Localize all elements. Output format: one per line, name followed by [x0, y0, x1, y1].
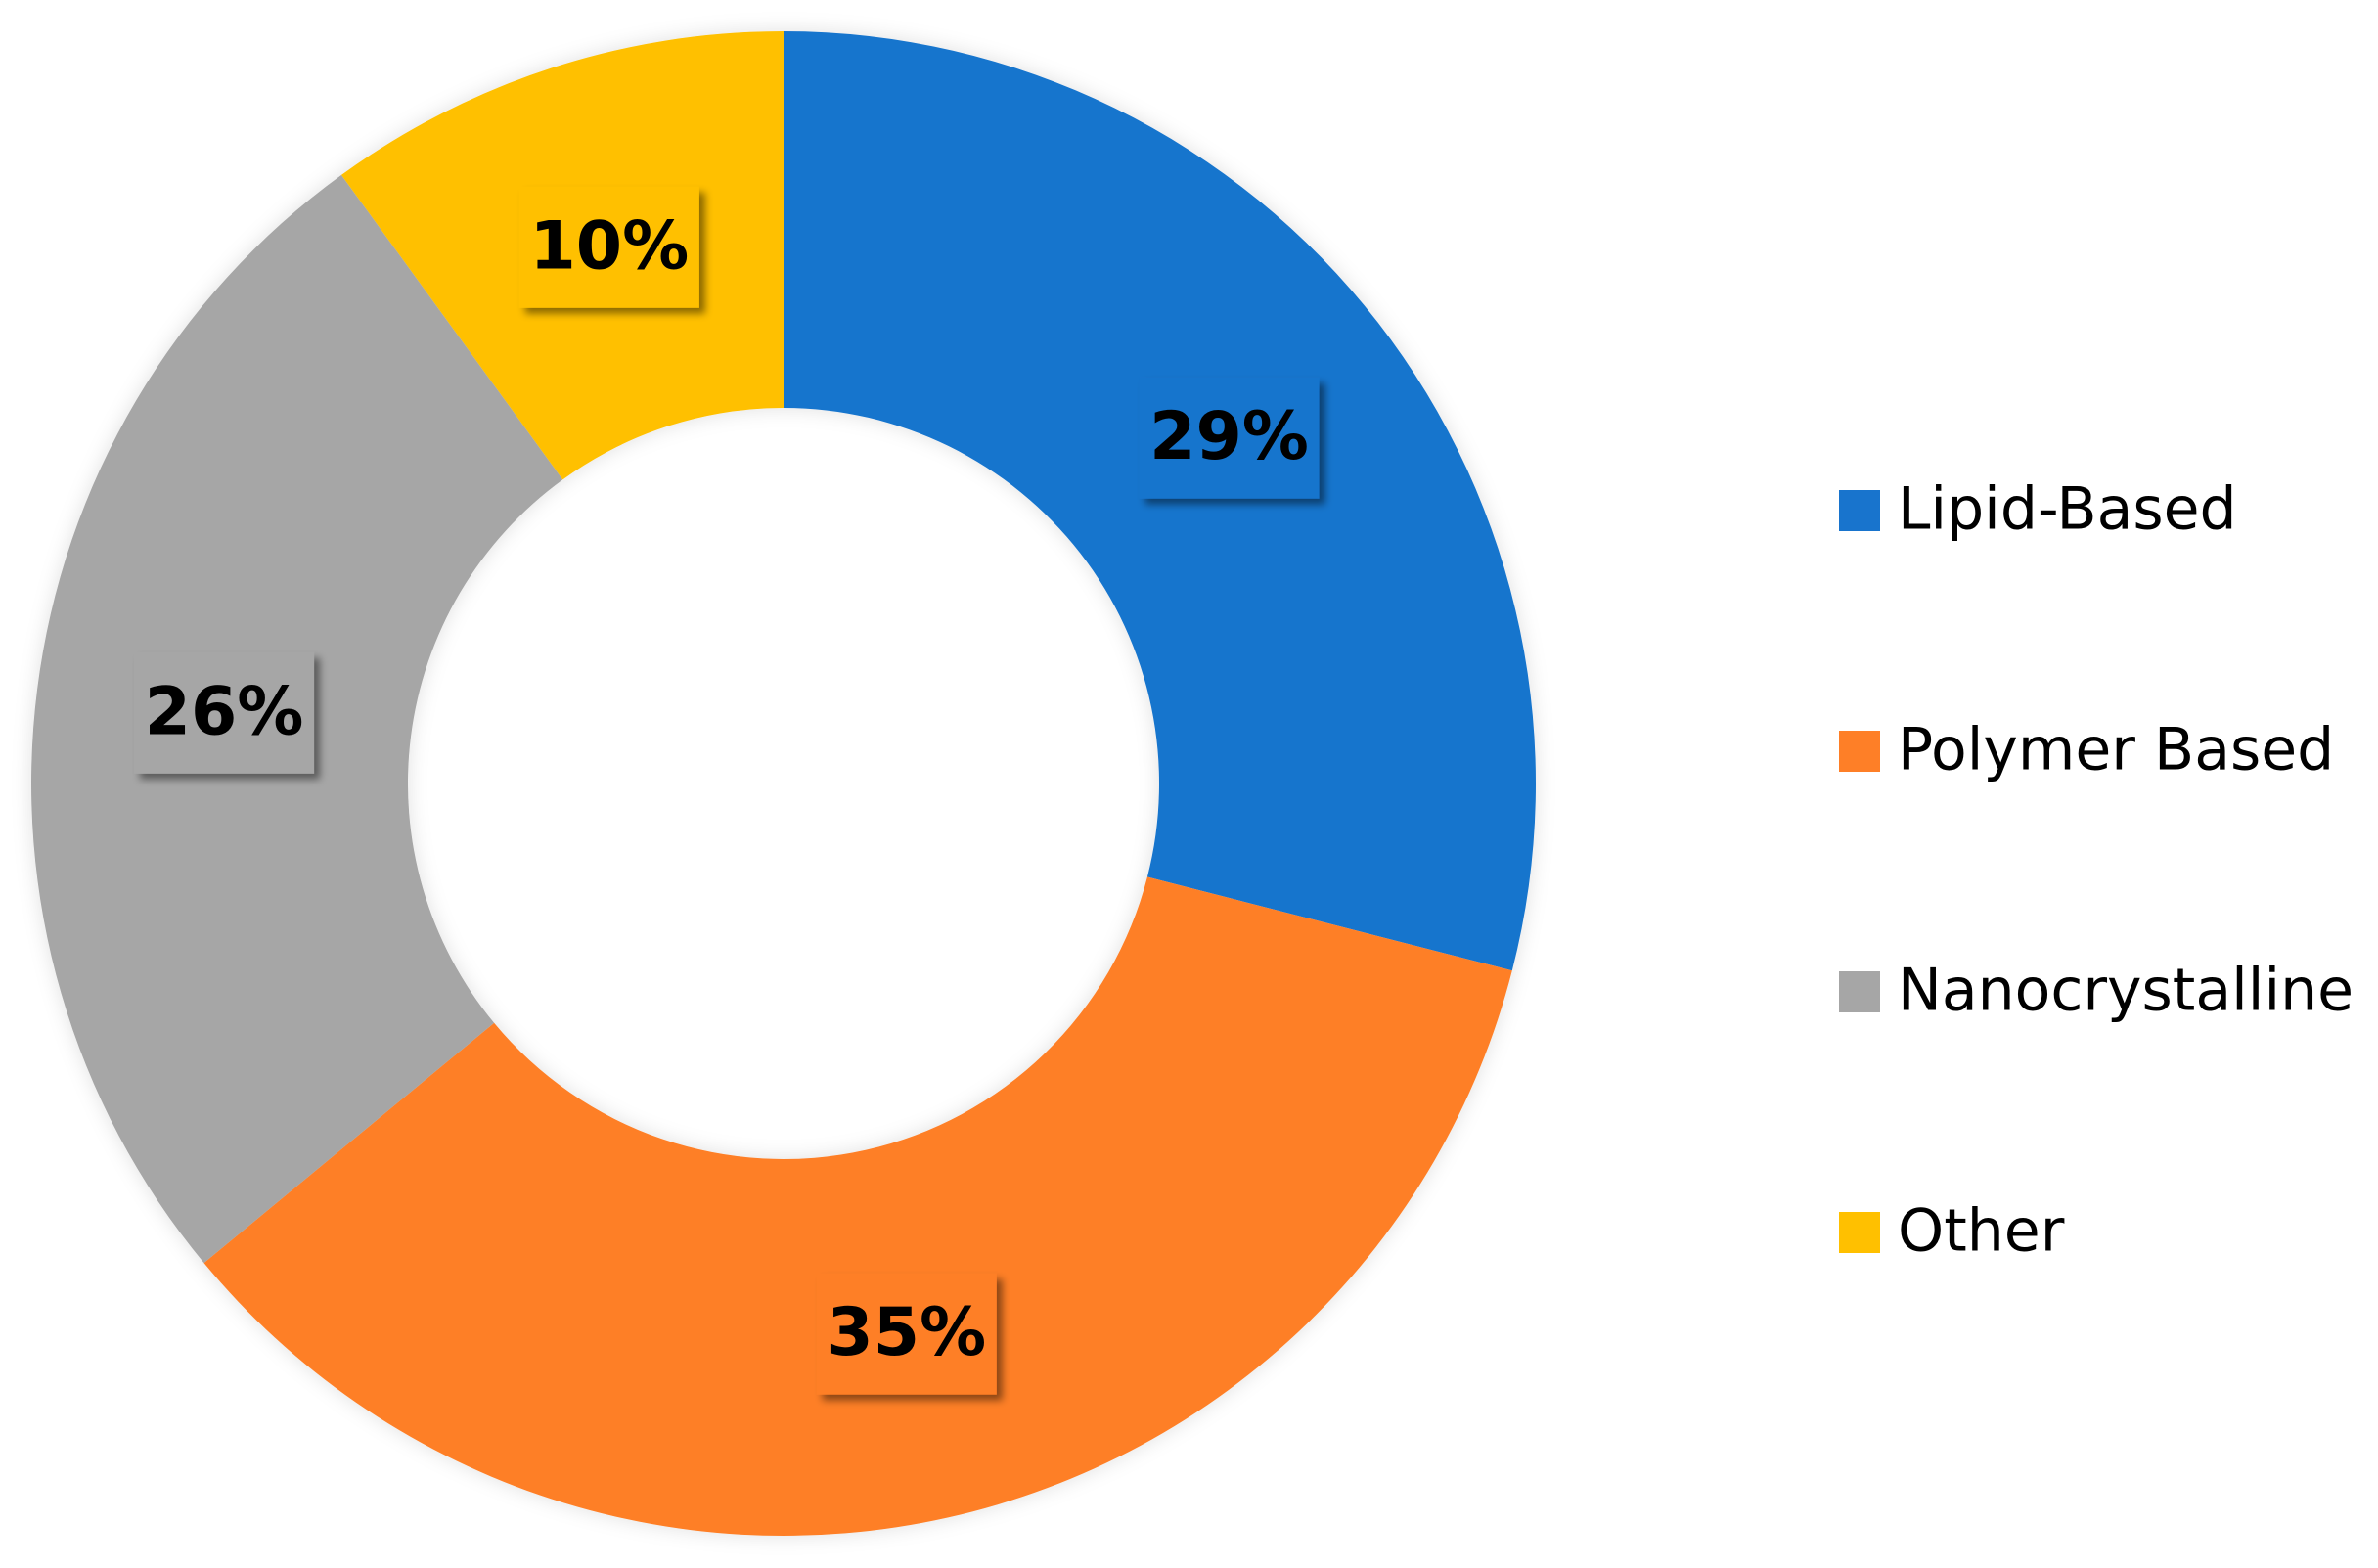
- legend-swatch: [1839, 731, 1880, 772]
- legend-label: Polymer Based: [1898, 716, 2334, 784]
- donut: [30, 31, 1536, 1537]
- data-label: 10%: [529, 207, 689, 285]
- data-label: 29%: [1149, 398, 1309, 475]
- slice: [203, 876, 1512, 1537]
- legend-label: Nanocrystalline: [1898, 957, 2354, 1025]
- label-box: [134, 651, 315, 774]
- data-label: 35%: [827, 1294, 986, 1371]
- legend-swatch: [1839, 971, 1880, 1012]
- slice: [784, 31, 1536, 971]
- label-box: [1139, 377, 1320, 499]
- legend-label: Other: [1898, 1197, 2065, 1266]
- legend-swatch: [1839, 490, 1880, 531]
- legend-swatch: [1839, 1212, 1880, 1253]
- label-box: [518, 186, 699, 308]
- label-box: [816, 1273, 997, 1395]
- data-label: 26%: [145, 673, 304, 750]
- legend-label: Lipid-Based: [1898, 475, 2237, 544]
